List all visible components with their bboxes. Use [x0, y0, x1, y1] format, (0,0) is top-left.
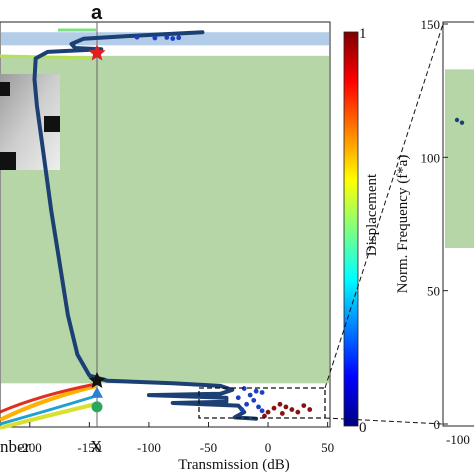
- x-tick-label: -100: [137, 440, 161, 455]
- displacement-point: [283, 404, 289, 410]
- zoom-band-gaps: [445, 69, 474, 248]
- circle-marker: [91, 401, 103, 413]
- colorbar-tick-min: 0: [359, 420, 367, 436]
- y-tick-label: 50: [427, 284, 440, 299]
- colorbar-tick-max: 1: [359, 26, 367, 42]
- zoom-chart: 0 50 100 150 Norm. Frequency (f*a) -100: [395, 17, 474, 447]
- y-tick-label: 150: [421, 17, 441, 32]
- y-tick-label: 100: [421, 150, 441, 165]
- x-tick-label: 50: [321, 440, 334, 455]
- displacement-point: [134, 34, 140, 40]
- colorbar-bar: [343, 31, 359, 427]
- displacement-point: [259, 390, 265, 395]
- x-axis-ticks: -200 -150 -100 -50 0 50: [18, 422, 334, 455]
- band-axis-label-x: X: [90, 437, 102, 456]
- y-tick-label: 0: [434, 417, 441, 432]
- zoom-points: [454, 117, 465, 125]
- zoom-x-tick: -100: [446, 432, 470, 447]
- displacement-point: [170, 36, 176, 41]
- displacement-point: [253, 388, 259, 394]
- displacement-point: [164, 35, 170, 40]
- displacement-point: [239, 407, 245, 412]
- dispersion-bands: [0, 28, 97, 430]
- main-chart: -200 -150 -100 -50 0 50 nber X Transmission (…: [0, 2, 334, 473]
- displacement-point: [244, 401, 250, 407]
- zoom-connector-bottom: [324, 417, 444, 425]
- displacement-point: [176, 35, 182, 41]
- displacement-point: [307, 407, 313, 412]
- y-axis-ticks: 0 50 100 150: [421, 17, 448, 432]
- displacement-point: [251, 397, 257, 403]
- x-axis-title: Transmission (dB): [178, 457, 290, 473]
- x-tick-label: 0: [265, 440, 272, 455]
- x-tick-label: -150: [77, 440, 101, 455]
- zoom-band-gap: [445, 69, 474, 248]
- zoom-box: [198, 387, 326, 419]
- displacement-point: [271, 405, 277, 411]
- x-tick-label: -200: [18, 440, 42, 455]
- displacement-point: [289, 407, 295, 412]
- triangle-marker: [91, 386, 103, 398]
- zoom-point: [459, 120, 465, 125]
- y-axis-title: Norm. Frequency (f*a): [395, 155, 411, 294]
- displacement-points: [134, 34, 313, 419]
- colorbar-label: Displacement: [364, 173, 380, 256]
- displacement-point: [259, 408, 265, 414]
- displacement-point: [256, 404, 261, 410]
- displacement-point: [265, 409, 271, 415]
- displacement-point: [235, 395, 241, 401]
- star-marker: [88, 371, 106, 388]
- displacement-point: [152, 35, 158, 41]
- band-axis-label: nber: [0, 437, 31, 456]
- symmetry-markers: [88, 44, 106, 413]
- star-marker: [88, 44, 106, 61]
- displacement-point: [279, 411, 285, 416]
- displacement-point: [247, 392, 253, 398]
- zoom-connector-top: [324, 23, 444, 389]
- unit-cell-inset: [0, 74, 60, 170]
- colorbar: 1 0 Displacement: [343, 26, 380, 436]
- displacement-point: [295, 409, 301, 415]
- transmission-curve: [32, 30, 259, 421]
- x-tick-label: -50: [200, 440, 217, 455]
- zoom-point: [454, 117, 460, 123]
- displacement-point: [301, 403, 307, 408]
- displacement-point: [262, 413, 267, 419]
- panel-letter: a: [91, 2, 103, 24]
- displacement-point: [277, 401, 283, 407]
